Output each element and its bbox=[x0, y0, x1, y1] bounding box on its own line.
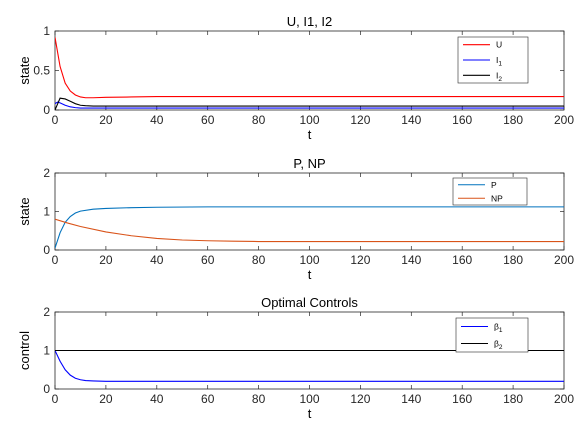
x-tick-label: 200 bbox=[554, 113, 574, 127]
legend-label: P bbox=[491, 180, 497, 190]
legend-label: I2 bbox=[496, 70, 502, 83]
legend-label: I1 bbox=[496, 55, 502, 68]
x-tick-label: 0 bbox=[52, 392, 59, 406]
chart-title: P, NP bbox=[293, 156, 325, 171]
series-line-β1 bbox=[55, 350, 564, 382]
legend-label-sub: 1 bbox=[498, 61, 502, 68]
x-tick-label: 180 bbox=[503, 253, 523, 267]
x-tick-label: 100 bbox=[299, 253, 319, 267]
legend-label-sub: 2 bbox=[499, 344, 503, 351]
legend-label-main: β bbox=[494, 339, 499, 349]
chart-panel-2: 0 20 40 60 80 100 120 140 160 180 200 0 1 2 P, NP t stat… bbox=[17, 156, 574, 282]
legend-box bbox=[452, 177, 528, 206]
legend-label-main: NP bbox=[491, 193, 503, 203]
legend-label-main: β bbox=[494, 322, 499, 332]
chart-title: Optimal Controls bbox=[261, 295, 358, 310]
y-axis-label: state bbox=[17, 56, 32, 84]
x-tick-label: 60 bbox=[201, 253, 215, 267]
y-tick-label: 1 bbox=[43, 344, 50, 358]
series-line-NP bbox=[55, 218, 564, 243]
x-tick-label: 60 bbox=[201, 392, 215, 406]
y-tick-label: 0 bbox=[43, 382, 50, 396]
chart-panel-1: 0 20 40 60 80 100 120 140 160 180 200 0 0.5 1 U, I1, I… bbox=[17, 14, 574, 142]
y-axis-label: control bbox=[17, 331, 32, 370]
legend-label-main: P bbox=[491, 180, 497, 190]
series-line-U bbox=[55, 37, 564, 99]
y-tick-label: 0 bbox=[43, 243, 50, 257]
x-tick-label: 160 bbox=[452, 253, 472, 267]
legend-label-main: I bbox=[496, 70, 498, 80]
x-axis-label: t bbox=[308, 127, 312, 142]
y-tick-label: 0 bbox=[43, 103, 50, 117]
x-tick-label: 40 bbox=[150, 392, 164, 406]
x-tick-label: 80 bbox=[252, 113, 266, 127]
legend: P NP bbox=[452, 177, 528, 206]
x-tick-label: 80 bbox=[252, 253, 266, 267]
x-tick-label: 140 bbox=[401, 253, 421, 267]
y-tick-label: 1 bbox=[43, 205, 50, 219]
x-tick-label: 160 bbox=[452, 392, 472, 406]
x-tick-label: 100 bbox=[299, 113, 319, 127]
x-tick-label: 180 bbox=[503, 392, 523, 406]
x-axis-label: t bbox=[308, 267, 312, 282]
x-tick-label: 100 bbox=[299, 392, 319, 406]
x-tick-label: 0 bbox=[52, 113, 59, 127]
series-line-I2 bbox=[55, 97, 564, 110]
legend-box bbox=[455, 317, 529, 353]
legend-label: U bbox=[496, 40, 502, 50]
x-tick-label: 80 bbox=[252, 392, 266, 406]
x-tick-label: 160 bbox=[452, 113, 472, 127]
y-tick-label: 2 bbox=[43, 166, 50, 180]
x-tick-label: 120 bbox=[350, 253, 370, 267]
x-tick-label: 60 bbox=[201, 113, 215, 127]
legend-label-main: I bbox=[496, 55, 498, 65]
chart-panel-3: 0 20 40 60 80 100 120 140 160 180 200 0 1 2 Optimal Co… bbox=[17, 295, 574, 421]
x-tick-label: 120 bbox=[350, 113, 370, 127]
legend-label: β2 bbox=[494, 339, 503, 352]
legend-label-sub: 2 bbox=[498, 76, 502, 83]
x-tick-label: 120 bbox=[350, 392, 370, 406]
y-axis-label: state bbox=[17, 197, 32, 225]
x-tick-label: 40 bbox=[150, 253, 164, 267]
x-tick-label: 40 bbox=[150, 113, 164, 127]
x-axis-label: t bbox=[308, 406, 312, 421]
y-tick-label: 2 bbox=[43, 305, 50, 319]
x-tick-label: 180 bbox=[503, 113, 523, 127]
y-tick-label: 1 bbox=[43, 24, 50, 38]
x-tick-label: 200 bbox=[554, 392, 574, 406]
chart-title: U, I1, I2 bbox=[287, 14, 333, 29]
legend-label-main: U bbox=[496, 40, 502, 50]
x-tick-label: 20 bbox=[99, 113, 113, 127]
x-tick-label: 0 bbox=[52, 253, 59, 267]
legend-label: NP bbox=[491, 193, 503, 203]
x-tick-label: 200 bbox=[554, 253, 574, 267]
x-tick-label: 20 bbox=[99, 253, 113, 267]
x-tick-label: 20 bbox=[99, 392, 113, 406]
legend-label: β1 bbox=[494, 322, 503, 335]
y-tick-label: 0.5 bbox=[33, 64, 50, 78]
x-tick-label: 140 bbox=[401, 113, 421, 127]
series-line-P bbox=[55, 206, 564, 249]
x-tick-label: 140 bbox=[401, 392, 421, 406]
legend-label-sub: 1 bbox=[499, 327, 503, 334]
